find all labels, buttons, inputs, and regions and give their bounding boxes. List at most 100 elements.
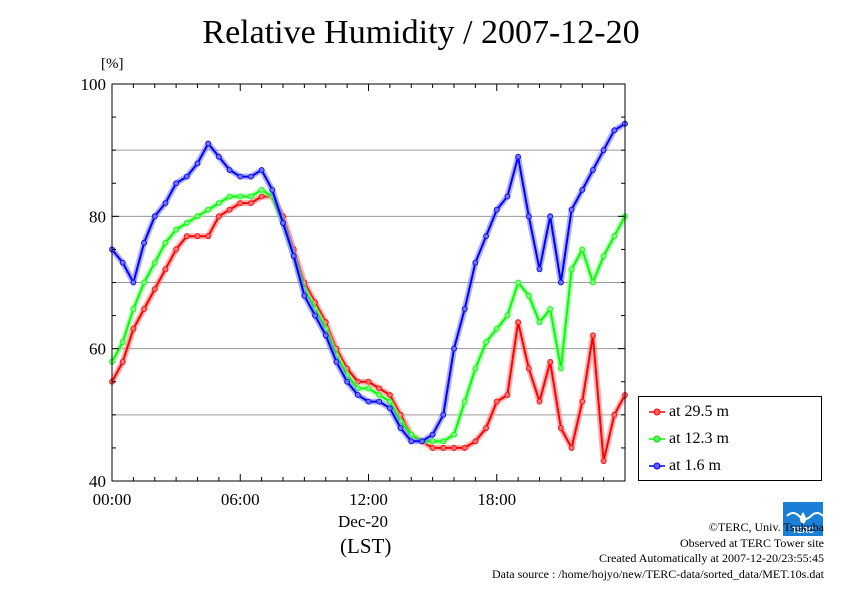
data-point (312, 312, 318, 319)
legend-item-12-3m: at 12.3 m (639, 428, 821, 450)
legend-label-1-6m: at 1.6 m (669, 457, 721, 474)
data-point (451, 345, 457, 352)
data-point (611, 411, 618, 418)
series-layer (109, 120, 628, 465)
x-tick-label: 00:00 (93, 490, 132, 509)
data-point (440, 438, 447, 445)
data-point (568, 445, 575, 451)
data-point (429, 445, 436, 451)
data-point (515, 279, 522, 286)
data-point (515, 153, 522, 160)
data-point (568, 206, 575, 213)
y-tick-label: 40 (89, 472, 106, 491)
data-point (493, 398, 500, 405)
data-point (354, 392, 361, 398)
legend-item-1-6m: at 1.6 m (639, 455, 821, 477)
data-point (386, 398, 393, 405)
data-point (141, 279, 147, 286)
terc-logo-icon: TERC (783, 502, 823, 536)
data-point (162, 239, 169, 246)
data-point (557, 279, 564, 286)
data-point (547, 358, 554, 365)
data-point (472, 438, 479, 445)
data-point (525, 365, 532, 372)
data-point (173, 180, 180, 187)
data-point (215, 213, 222, 220)
data-point (183, 173, 190, 180)
data-point (536, 266, 543, 273)
data-point (536, 398, 543, 405)
data-point (590, 332, 596, 339)
data-point (151, 213, 158, 220)
data-point (440, 445, 447, 451)
data-point (557, 365, 564, 372)
data-point (269, 186, 276, 193)
series-2 (109, 120, 628, 445)
data-point (429, 438, 436, 445)
data-point (461, 398, 468, 405)
data-point (611, 233, 618, 240)
data-point (130, 325, 137, 332)
data-point (483, 425, 489, 431)
legend-item-29-5m: at 29.5 m (639, 401, 821, 423)
data-point (162, 200, 169, 207)
legend-label-12-3m: at 12.3 m (669, 430, 729, 447)
credits: ©TERC, Univ. Tsukuba Observed at TERC To… (492, 520, 824, 582)
data-point (119, 259, 126, 266)
data-point (205, 233, 212, 240)
x-axis-timezone-label: (LST) (340, 534, 392, 558)
data-point (557, 425, 564, 431)
data-point (568, 266, 575, 273)
y-tick-label: 100 (81, 75, 107, 94)
tick-labels: 00:00 06:00 12:00 18:00 40 60 80 100 (81, 75, 517, 509)
data-point (248, 193, 254, 200)
legend-marker-1-6m (649, 462, 665, 470)
data-point (173, 226, 180, 233)
data-point (472, 259, 479, 266)
x-tick-label: 06:00 (221, 490, 260, 509)
data-point (504, 312, 511, 319)
data-point (547, 306, 554, 312)
credit-copyright: ©TERC, Univ. Tsukuba (708, 520, 824, 534)
y-axis-unit: [%] (101, 56, 124, 72)
data-point (333, 358, 340, 365)
data-point (215, 200, 222, 207)
data-point (525, 213, 532, 220)
y-tick-label: 80 (89, 207, 106, 226)
data-point (248, 173, 254, 180)
data-point (386, 405, 393, 412)
data-point (579, 246, 586, 253)
data-point (280, 220, 286, 226)
data-point (226, 193, 233, 200)
data-point (290, 253, 297, 259)
data-point (376, 385, 383, 392)
data-point (451, 431, 457, 438)
data-point (226, 206, 233, 213)
legend: at 29.5 m at 12.3 m at 1.6 m (638, 396, 822, 481)
data-point (194, 213, 201, 220)
data-point (173, 246, 180, 253)
data-point (600, 253, 607, 259)
data-point (493, 206, 500, 213)
data-point (344, 378, 351, 385)
data-point (600, 458, 607, 465)
series-0 (109, 193, 628, 465)
data-point (162, 266, 169, 273)
data-point (590, 279, 596, 286)
data-point (258, 186, 265, 193)
data-point (590, 167, 596, 173)
data-point (515, 319, 522, 326)
data-point (215, 153, 222, 160)
logo-text: TERC (792, 526, 814, 535)
data-point (205, 206, 212, 213)
chart-title: Relative Humidity / 2007-12-20 (202, 14, 640, 51)
data-point (579, 186, 586, 193)
y-tick-label: 60 (89, 340, 106, 359)
x-tick-label: 18:00 (477, 490, 516, 509)
axis-ticks (111, 83, 626, 482)
data-point (504, 392, 511, 398)
legend-marker-12-3m (649, 435, 665, 443)
data-point (205, 140, 212, 147)
data-point (461, 306, 468, 312)
data-point (419, 438, 425, 445)
